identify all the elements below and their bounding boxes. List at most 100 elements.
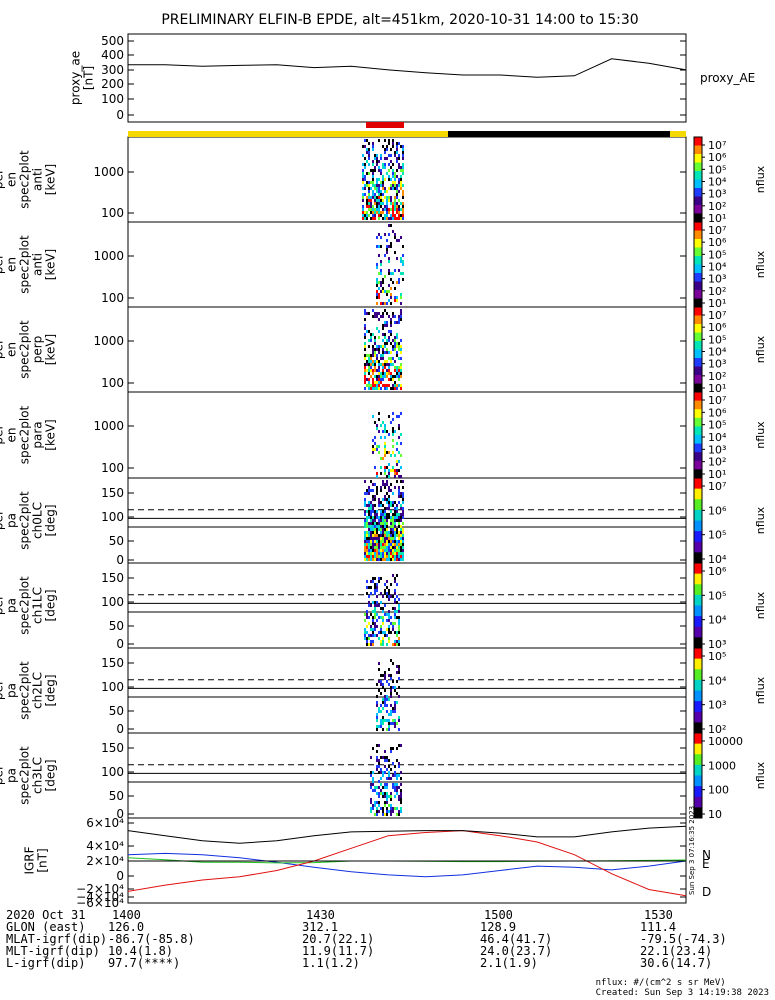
spectrogram-pixel [372,528,374,531]
spectrogram-pixel [388,765,390,768]
spectrogram-pixel [376,546,378,549]
spectrogram-pixel [396,187,398,190]
spectrogram-pixel [402,486,404,489]
spectrogram-pixel [366,546,368,549]
spectrogram-pixel [390,272,392,275]
spectrogram-pixel [368,163,370,166]
spectrogram-pixel [366,504,368,507]
spectrogram-pixel [384,333,386,336]
spectrogram-pixel [372,558,374,561]
igrf-line-total [127,825,687,844]
spectrogram-pixel [402,278,404,281]
y-axis-label-line: perp [31,336,45,364]
spectrogram-pixel [372,516,374,519]
spectrogram-pixel [388,771,390,774]
spectrogram-pixel [376,549,378,552]
spectrogram-pixel [402,148,404,151]
colorbar-segment [694,247,702,257]
colorbar-tick-label: 10⁵ [708,650,726,663]
spectrogram-pixel [398,537,400,540]
spectrogram-pixel [400,507,402,510]
spectrogram-pixel [380,625,382,628]
spectrogram-pixel [390,689,392,692]
spectrogram-pixel [394,704,396,707]
spectrogram-pixel [402,537,404,540]
spectrogram-pixel [394,722,396,725]
footer-cell: 312.1 [302,920,339,934]
spectrogram-pixel [370,357,372,360]
spectrogram-pixel [374,339,376,342]
spectrogram-pixel [368,312,370,315]
spectrogram-pixel [390,750,392,753]
spectrogram-pixel [398,716,400,719]
spectrogram-pixel [362,145,364,148]
spectrogram-pixel [366,516,368,519]
spectrogram-pixel [390,695,392,698]
spectrogram-pixel [402,498,404,501]
spectrogram-pixel [366,199,368,202]
created-stamp: Created: Sun Sep 3 14:19:38 2023 [595,988,769,998]
spectrogram-pixel [398,546,400,549]
colorbar-label: nflux [754,335,767,363]
spectrogram-pixel [382,166,384,169]
spectrogram-pixel [376,604,378,607]
spectrogram-pixel [372,378,374,381]
spectrogram-pixel [392,214,394,217]
spectrogram-pixel [368,616,370,619]
spectrogram-pixel [398,366,400,369]
spectrogram-pixel [402,522,404,525]
spectrogram-pixel [370,798,372,801]
colorbar-label: nflux [754,250,767,278]
spectrogram-pixel [386,543,388,546]
colorbar-segment [694,552,702,564]
spectrogram-pixel [400,166,402,169]
spectrogram-pixel [372,163,374,166]
spectrogram-pixel [392,810,394,813]
spectrogram-pixel [388,534,390,537]
spectrogram-pixel [380,683,382,686]
spectrogram-pixel [398,640,400,643]
spectrogram-pixel [388,224,390,227]
spectrogram-pixel [388,163,390,166]
spectrogram-pixel [372,580,374,583]
spectrogram-pixel [376,199,378,202]
spectrogram-pixel [386,537,388,540]
colorbar-tick-label: 10⁶ [708,406,727,419]
colorbar-segment [694,154,702,163]
spectrogram-pixel [386,540,388,543]
spectrogram-pixel [388,668,390,671]
spectrogram-pixel [380,245,382,248]
spectrogram-pixel [372,208,374,211]
spectrogram-pixel [366,360,368,363]
spectrogram-pixel [400,387,402,390]
spectrogram-pixel [390,537,392,540]
spectrogram-pixel [380,457,382,460]
spectrogram-pixel [386,214,388,217]
spectrogram-pixel [376,744,378,747]
spectrogram-pixel [390,516,392,519]
spectrogram-pixel [368,486,370,489]
colorbar-tick-label: 1000 [708,759,736,772]
spectrogram-pixel [386,501,388,504]
spectrogram-pixel [372,577,374,580]
spectrogram-pixel [368,492,370,495]
spectrogram-pixel [374,786,376,789]
spectrogram-pixel [388,810,390,813]
spectrogram-pixel [402,184,404,187]
spectrogram-pixel [382,637,384,640]
colorbar-segment [694,605,702,617]
spectrogram-pixel [376,522,378,525]
spectrogram-pixel [394,725,396,728]
spectrogram-pixel [370,333,372,336]
spectrogram-pixel [396,759,398,762]
spectrogram-pixel [388,777,390,780]
colorbar-tick-label: 10⁴ [708,346,727,359]
spectrogram-pixel [380,789,382,792]
spectrogram-pixel [366,540,368,543]
spectrogram-pixel [388,366,390,369]
spectrogram-pixel [364,381,366,384]
spectrogram-pixel [376,190,378,193]
spectrogram-pixel [368,363,370,366]
spectrogram-pixel [394,555,396,558]
spectrogram-pixel [388,722,390,725]
